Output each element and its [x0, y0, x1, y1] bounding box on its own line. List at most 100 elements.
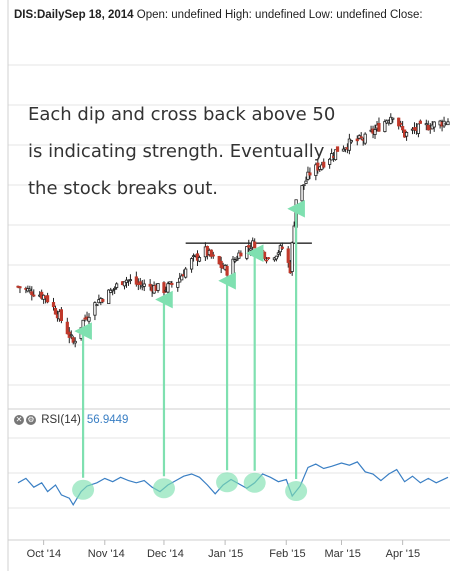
x-tick-label: Oct '14: [26, 548, 62, 560]
candle: [308, 167, 312, 180]
annotation-line-2: is indicating strength. Eventually: [28, 141, 325, 162]
close-icon[interactable]: ✕: [14, 414, 24, 425]
candle-body: [219, 260, 223, 268]
candle-body: [290, 242, 294, 272]
candle: [53, 305, 58, 315]
candle-body: [401, 126, 405, 131]
candle: [302, 184, 306, 190]
candle-body: [292, 225, 296, 244]
candle-body: [264, 259, 269, 262]
candle: [32, 289, 36, 298]
candle: [389, 113, 393, 125]
x-tick-label: Nov '14: [87, 548, 125, 560]
candle: [306, 166, 310, 181]
candle: [65, 317, 69, 335]
candle: [71, 335, 75, 345]
annotation-line-3: the stock breaks out.: [28, 178, 219, 199]
symbol-label: DIS:Daily: [14, 9, 65, 21]
candle-body: [122, 281, 127, 287]
rsi-label: RSI(14): [41, 414, 81, 426]
candle-body: [399, 122, 403, 125]
dip-highlight: [285, 481, 308, 502]
dip-highlight: [152, 478, 175, 499]
candle-body: [51, 302, 56, 308]
candle: [209, 249, 213, 259]
candle-body: [73, 340, 77, 344]
candle-body: [377, 122, 381, 132]
candle-body: [389, 116, 393, 124]
candle-body: [274, 255, 278, 260]
candle: [266, 257, 271, 260]
candle-body: [184, 268, 188, 278]
candle-body: [355, 138, 359, 142]
candle: [373, 124, 377, 139]
candle-body: [176, 281, 180, 288]
candle-body: [189, 258, 194, 270]
candle-body: [416, 123, 421, 134]
candle: [217, 255, 221, 265]
candle: [45, 292, 50, 304]
candle-body: [424, 123, 428, 126]
candle: [264, 257, 269, 264]
candle: [142, 279, 146, 292]
candle-body: [404, 132, 409, 137]
candle: [286, 246, 290, 268]
candle-body: [209, 249, 213, 257]
candle-body: [156, 283, 160, 291]
candle-body: [333, 149, 338, 161]
candle-body: [308, 172, 312, 176]
candle: [148, 279, 152, 291]
candle: [79, 327, 83, 341]
candle-body: [138, 281, 142, 285]
grid-lines: [7, 0, 450, 571]
candle-body: [304, 180, 308, 184]
candle: [162, 281, 166, 298]
candle-body: [286, 248, 290, 263]
candle-body: [383, 121, 387, 132]
gear-icon[interactable]: ⚙: [26, 414, 36, 425]
candle-body: [71, 337, 75, 343]
candle: [109, 287, 113, 294]
candle-body: [280, 246, 284, 249]
candle: [276, 250, 280, 258]
candle-body: [87, 316, 91, 322]
candle: [280, 242, 284, 250]
candle: [93, 301, 97, 321]
candle-body: [349, 140, 353, 143]
candle-body: [195, 253, 200, 261]
candle: [156, 283, 160, 293]
candle-body: [359, 136, 363, 139]
annotation-text: Each dip and cross back above 50 is indi…: [28, 96, 348, 207]
candle: [383, 119, 387, 133]
candle-body: [65, 321, 69, 335]
candle-body: [81, 319, 85, 329]
candle: [231, 256, 235, 275]
candle-body: [59, 309, 63, 321]
candle-body: [197, 257, 202, 262]
candle-body: [168, 281, 172, 284]
candle-body: [109, 289, 113, 293]
candle: [168, 281, 172, 285]
candle: [69, 330, 73, 340]
candle-body: [341, 148, 346, 152]
candle: [122, 281, 127, 290]
candle-body: [391, 117, 395, 120]
candle: [170, 280, 174, 288]
candle: [304, 176, 308, 184]
candle-body: [32, 294, 36, 297]
candle-body: [128, 279, 133, 282]
chart-header: DIS:DailySep 18, 2014 Open: undefined Hi…: [14, 9, 423, 21]
candle: [197, 255, 202, 263]
candle-body: [306, 171, 310, 180]
candle-body: [302, 184, 306, 187]
candle-body: [347, 138, 351, 151]
candle-body: [95, 304, 99, 307]
candle: [134, 271, 138, 287]
candle: [113, 286, 117, 294]
candle-body: [211, 254, 215, 257]
candle: [416, 123, 421, 138]
candle: [184, 266, 188, 279]
candle: [111, 289, 115, 296]
candle-body: [253, 241, 257, 249]
